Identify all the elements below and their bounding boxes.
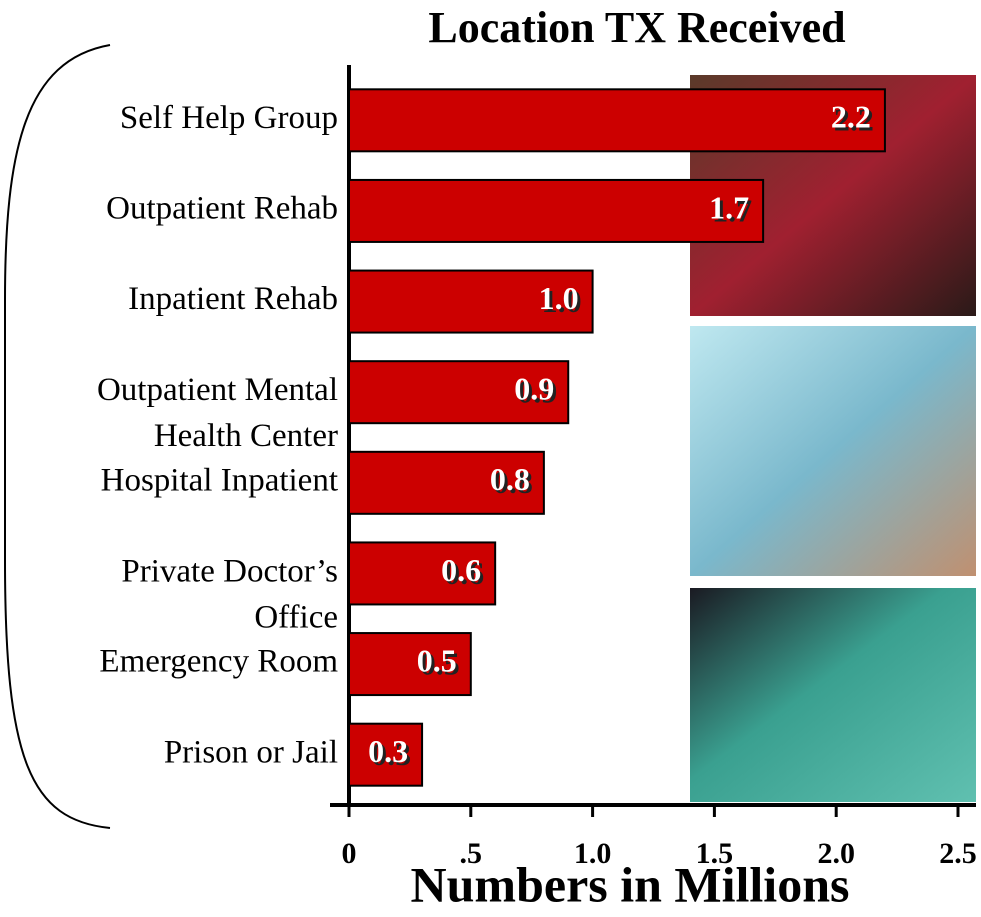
value-label-shadow: 1.0 — [542, 283, 582, 319]
value-label: 1.0 — [539, 280, 579, 316]
value-label-shadow: 1.7 — [712, 192, 752, 228]
bar — [348, 88, 886, 153]
y-tick-label: Hospital Inpatient — [101, 462, 338, 498]
bar — [348, 541, 497, 606]
x-tick-label: 1.5 — [696, 837, 734, 870]
y-tick-label: Private Doctor’s Office — [121, 553, 338, 635]
value-label-shadow: 0.8 — [493, 464, 533, 500]
value-label: 2.2 — [831, 99, 871, 135]
value-label-shadow: 0.3 — [371, 736, 411, 772]
x-tick-label: 2.5 — [939, 837, 977, 870]
x-axis-title: Numbers in Millions — [411, 856, 850, 912]
y-tick-label: Outpatient Mental Health Center — [97, 372, 338, 454]
x-tick-label: 0 — [342, 837, 357, 870]
value-label-shadow: 2.2 — [834, 102, 874, 138]
y-tick-label: Self Help Group — [120, 100, 338, 136]
photo — [690, 326, 976, 576]
value-label: 0.8 — [490, 461, 530, 497]
x-tick-label: 1.0 — [574, 837, 612, 870]
value-label-shadow: 0.9 — [517, 374, 557, 410]
y-tick-label: Prison or Jail — [164, 734, 338, 770]
bar — [348, 269, 594, 334]
bracket — [4, 44, 111, 829]
chart-title: Location TX Received — [428, 3, 845, 52]
value-label: 1.7 — [709, 189, 749, 225]
y-tick-label: Emergency Room — [99, 644, 338, 680]
bar — [348, 450, 545, 515]
value-label: 0.5 — [417, 642, 457, 678]
x-tick-label: 2.0 — [817, 837, 855, 870]
bar — [348, 178, 765, 243]
bar — [348, 632, 472, 697]
y-tick-label: Inpatient Rehab — [128, 281, 338, 317]
value-label: 0.6 — [441, 552, 481, 588]
bar — [348, 722, 424, 787]
value-label: 0.9 — [514, 371, 554, 407]
value-label-shadow: 0.6 — [444, 555, 484, 591]
photo — [690, 588, 976, 802]
x-tick-label: .5 — [460, 837, 483, 870]
value-label: 0.3 — [368, 733, 408, 769]
y-tick-label: Outpatient Rehab — [106, 191, 338, 227]
value-label-shadow: 0.5 — [420, 645, 460, 681]
bar — [348, 360, 570, 425]
